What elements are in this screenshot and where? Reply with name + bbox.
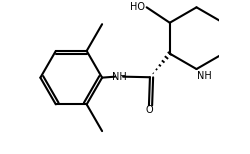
Text: HO: HO (130, 2, 145, 12)
Text: NH: NH (197, 71, 212, 81)
Text: O: O (145, 105, 153, 115)
Text: NH: NH (112, 72, 126, 82)
